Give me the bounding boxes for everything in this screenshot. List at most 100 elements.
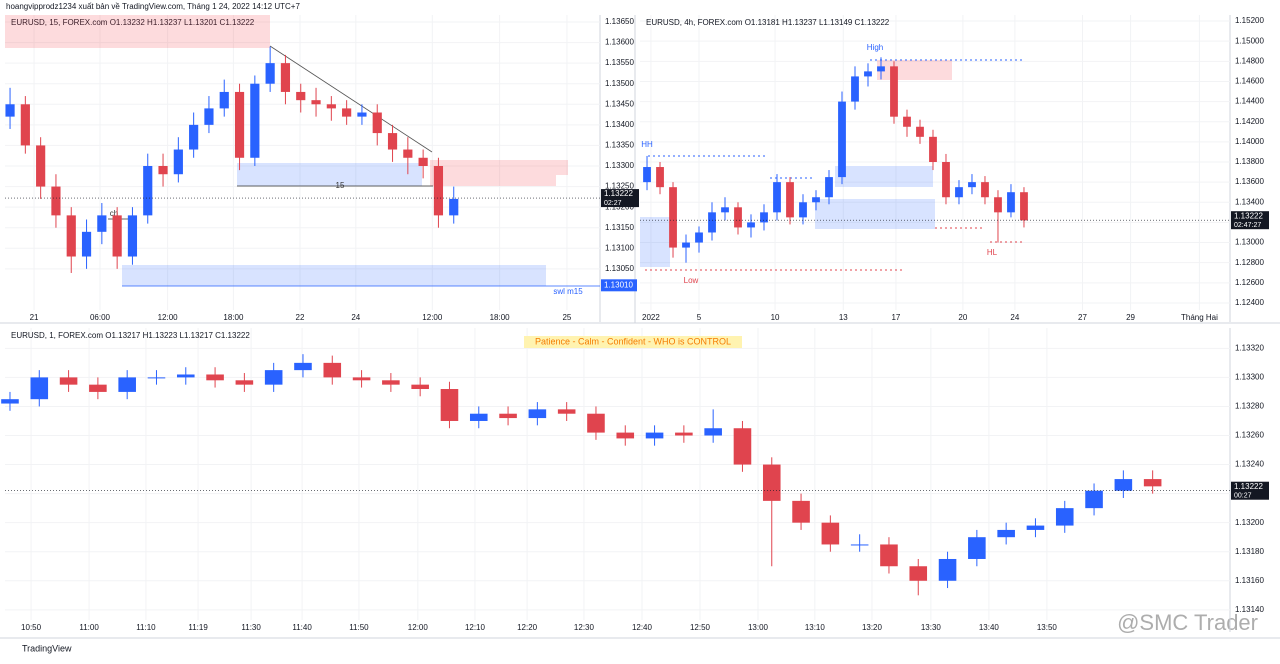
y-tick-label: 1.14400 xyxy=(1235,97,1264,106)
y-tick-label: 1.15000 xyxy=(1235,36,1264,45)
candle-body xyxy=(838,101,846,178)
y-tick-label: 1.14200 xyxy=(1235,117,1264,126)
y-tick-label: 1.13280 xyxy=(1235,402,1264,411)
y-tick-label: 1.13140 xyxy=(1235,605,1264,614)
candle-body xyxy=(147,377,166,379)
y-tick-label: 1.13450 xyxy=(605,99,634,108)
candle-body xyxy=(372,112,382,134)
x-tick-label: 12:00 xyxy=(408,623,429,632)
candle-body xyxy=(433,165,444,216)
x-tick-label: 22 xyxy=(296,313,305,322)
trend-line xyxy=(269,45,433,153)
candle-body xyxy=(938,558,957,581)
watermark: @SMC Trader xyxy=(1117,610,1258,635)
zone xyxy=(430,175,556,186)
candle-body xyxy=(643,167,651,183)
candle-body xyxy=(280,63,291,92)
x-tick-label: 13:20 xyxy=(862,623,883,632)
candle-body xyxy=(411,384,429,390)
x-tick-label: 10:50 xyxy=(21,623,42,632)
x-tick-label: 12:00 xyxy=(158,313,179,322)
candle-body xyxy=(173,149,183,175)
candle-body xyxy=(812,197,820,203)
candle-body xyxy=(357,112,367,117)
candle-body xyxy=(440,389,459,421)
candle-body xyxy=(112,215,122,257)
candle-body xyxy=(81,231,92,257)
y-tick-label: 1.13350 xyxy=(605,141,634,150)
x-tick-label: 12:50 xyxy=(690,623,711,632)
candle-body xyxy=(403,149,413,158)
candle-body xyxy=(786,182,794,218)
x-tick-label: 17 xyxy=(891,313,900,322)
y-tick-label: 1.13300 xyxy=(605,161,634,170)
candle-body xyxy=(323,362,342,378)
y-tick-label: 1.14800 xyxy=(1235,56,1264,65)
zone xyxy=(430,160,568,175)
y-tick-label: 1.12600 xyxy=(1235,278,1264,287)
x-tick-label: 27 xyxy=(1078,313,1087,322)
candle-body xyxy=(880,544,898,567)
candle-body xyxy=(675,432,693,436)
candle-body xyxy=(387,133,398,150)
candle-body xyxy=(929,136,937,162)
x-tick-label: 29 xyxy=(1126,313,1135,322)
x-tick-label: 11:30 xyxy=(241,623,261,632)
candle-body xyxy=(762,464,781,501)
x-tick-label: 12:10 xyxy=(465,623,486,632)
x-tick-label: 18:00 xyxy=(223,313,244,322)
level-price-label: 1.13010 xyxy=(604,280,633,289)
zone xyxy=(640,217,670,267)
candle-body xyxy=(342,108,352,117)
annotation: HH xyxy=(641,140,653,149)
candle-body xyxy=(1020,192,1028,221)
candle-body xyxy=(760,212,768,223)
candle-body xyxy=(1114,479,1133,491)
y-tick-label: 1.15200 xyxy=(1235,16,1264,25)
candle-body xyxy=(1085,490,1103,509)
subtitle-bg xyxy=(524,336,742,348)
candle-body xyxy=(792,500,810,523)
candle-body xyxy=(326,104,336,109)
candle-body xyxy=(864,71,872,77)
candle-body xyxy=(903,116,911,127)
candle-body xyxy=(916,126,924,137)
candle-body xyxy=(733,428,752,465)
candle-body xyxy=(311,100,321,105)
candle-body xyxy=(1143,479,1162,487)
subtitle: Patience - Calm - Confident - WHO is CON… xyxy=(535,336,731,346)
x-tick-label: 13 xyxy=(839,313,848,322)
candle-body xyxy=(418,157,428,166)
candle-body xyxy=(30,377,49,400)
y-tick-label: 1.14600 xyxy=(1235,77,1264,86)
last-price-label: 1.13222 xyxy=(1234,211,1263,220)
level-price-tag xyxy=(601,279,637,292)
candle-body xyxy=(59,377,78,385)
candle-body xyxy=(264,370,283,385)
candle-body xyxy=(799,202,807,218)
y-tick-label: 1.13400 xyxy=(605,120,634,129)
candle-body xyxy=(587,413,605,433)
chart-title: EURUSD, 15, FOREX.com O1.13232 H1.13237 … xyxy=(11,18,255,27)
candle-body xyxy=(469,413,488,421)
x-tick-label: 12:20 xyxy=(517,623,538,632)
x-tick-label: 20 xyxy=(958,313,967,322)
x-tick-label: 24 xyxy=(1010,313,1019,322)
candle-body xyxy=(968,182,976,188)
last-price-label: 1.13222 xyxy=(604,189,633,198)
y-tick-label: 1.13500 xyxy=(605,79,634,88)
candle-body xyxy=(352,377,371,381)
x-tick-label: 13:30 xyxy=(921,623,942,632)
y-tick-label: 1.13300 xyxy=(1235,373,1264,382)
last-price-label: 1.13222 xyxy=(1234,482,1263,491)
y-tick-label: 1.12800 xyxy=(1235,258,1264,267)
candle-body xyxy=(997,529,1015,538)
candle-body xyxy=(695,232,703,243)
candle-body xyxy=(36,145,46,187)
countdown: 02:47:27 xyxy=(1234,222,1261,229)
candle-body xyxy=(747,222,755,228)
x-tick-label: 12:00 xyxy=(422,313,443,322)
annotation: 15 xyxy=(336,181,345,190)
y-tick-label: 1.13000 xyxy=(1235,238,1264,247)
